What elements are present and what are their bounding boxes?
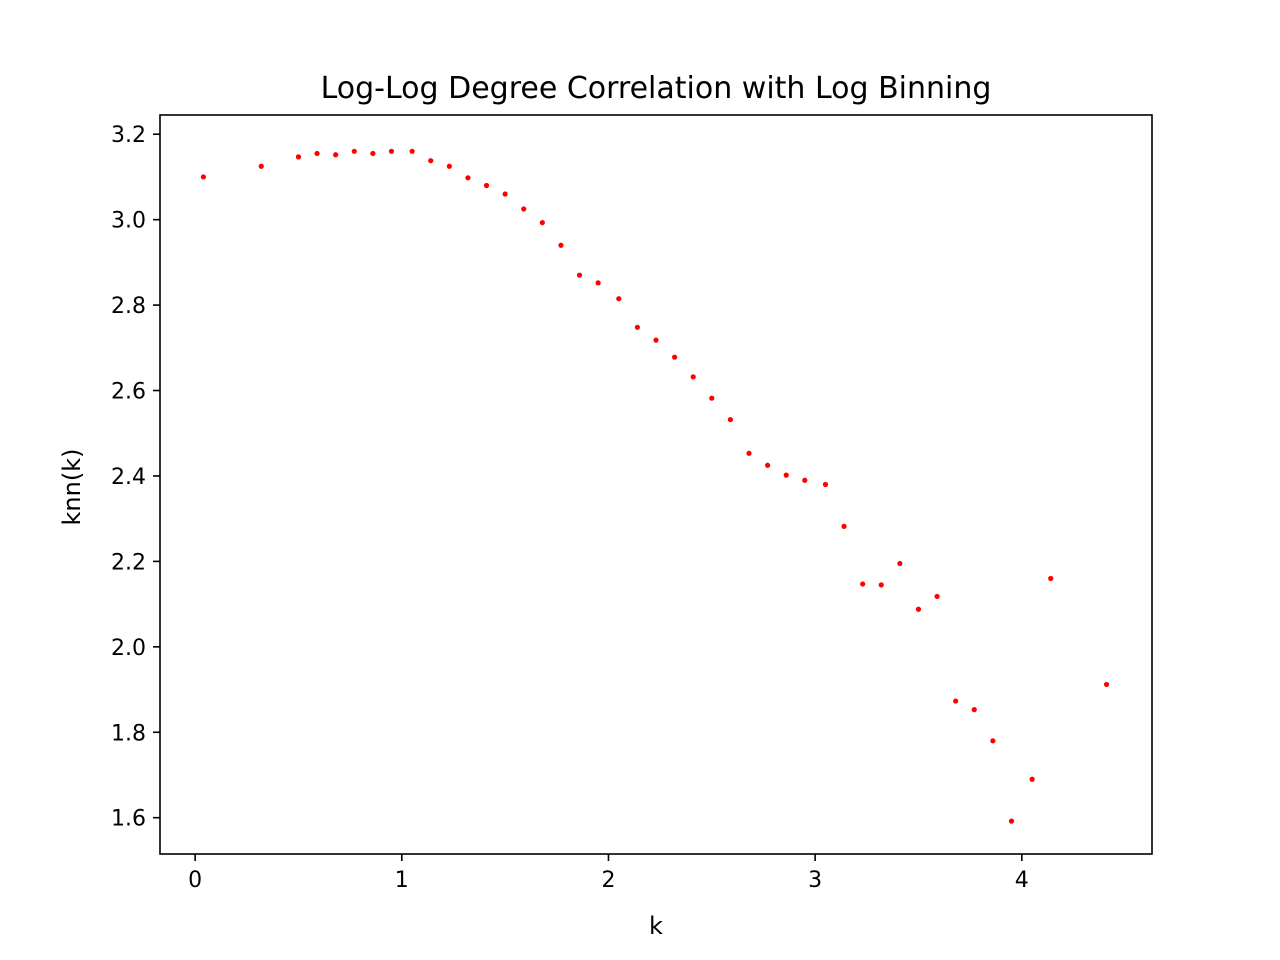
data-point [672, 354, 678, 360]
data-point [333, 152, 339, 158]
data-point [558, 242, 564, 248]
data-point [1048, 575, 1054, 582]
data-point [409, 148, 415, 154]
y-tick-label: 1.8 [111, 721, 146, 746]
data-point [822, 481, 829, 488]
data-point [634, 324, 641, 330]
data-point [746, 450, 752, 456]
y-tick-label: 2.8 [111, 294, 146, 319]
y-axis: 1.6 1.8 2.0 2.2 2.4 2.6 2.8 3.0 3.2 [111, 123, 160, 832]
data-point [465, 175, 471, 181]
data-point [878, 582, 884, 588]
data-point [915, 606, 922, 612]
data-point [934, 593, 940, 600]
x-axis-label: k [649, 912, 663, 940]
y-tick-label: 1.6 [111, 807, 146, 832]
data-point [616, 296, 622, 302]
data-point [502, 191, 508, 197]
data-point [802, 477, 808, 483]
data-points [200, 148, 1110, 824]
data-point [521, 206, 527, 212]
y-tick-label: 3.0 [111, 209, 146, 234]
data-point [370, 150, 376, 157]
x-tick-label: 4 [1015, 868, 1029, 893]
data-point [258, 163, 264, 169]
data-point [765, 462, 771, 468]
x-tick-label: 3 [808, 868, 822, 893]
y-tick-label: 2.4 [111, 465, 146, 490]
y-tick-label: 2.0 [111, 636, 146, 661]
data-point [860, 581, 866, 587]
data-point [783, 472, 789, 478]
y-tick-label: 3.2 [111, 123, 146, 148]
data-point [709, 395, 715, 401]
data-point [971, 707, 977, 713]
data-point [690, 374, 696, 380]
data-point [841, 523, 847, 529]
data-point [576, 272, 583, 278]
data-point [200, 174, 206, 180]
x-axis: 0 1 2 3 4 [188, 854, 1029, 893]
data-point [351, 148, 357, 154]
chart-title: Log-Log Degree Correlation with Log Binn… [321, 71, 992, 106]
data-point [1029, 776, 1035, 782]
data-point [314, 150, 320, 157]
data-point [595, 280, 601, 286]
data-point [990, 738, 996, 744]
x-tick-label: 0 [188, 868, 202, 893]
data-point [483, 182, 490, 189]
x-tick-label: 2 [601, 868, 615, 893]
data-point [953, 698, 959, 704]
data-point [653, 337, 659, 343]
data-point [897, 560, 903, 567]
data-point [428, 158, 434, 164]
plot-frame [159, 114, 1153, 855]
data-point [1103, 681, 1110, 688]
data-point [539, 220, 545, 226]
y-tick-label: 2.6 [111, 380, 146, 405]
y-tick-label: 2.2 [111, 550, 146, 575]
data-point [446, 163, 452, 169]
data-point [295, 154, 302, 160]
data-point [388, 148, 395, 154]
data-point [1008, 818, 1015, 824]
data-point [727, 416, 734, 423]
x-tick-label: 1 [395, 868, 409, 893]
y-axis-label: knn(k) [58, 449, 86, 526]
